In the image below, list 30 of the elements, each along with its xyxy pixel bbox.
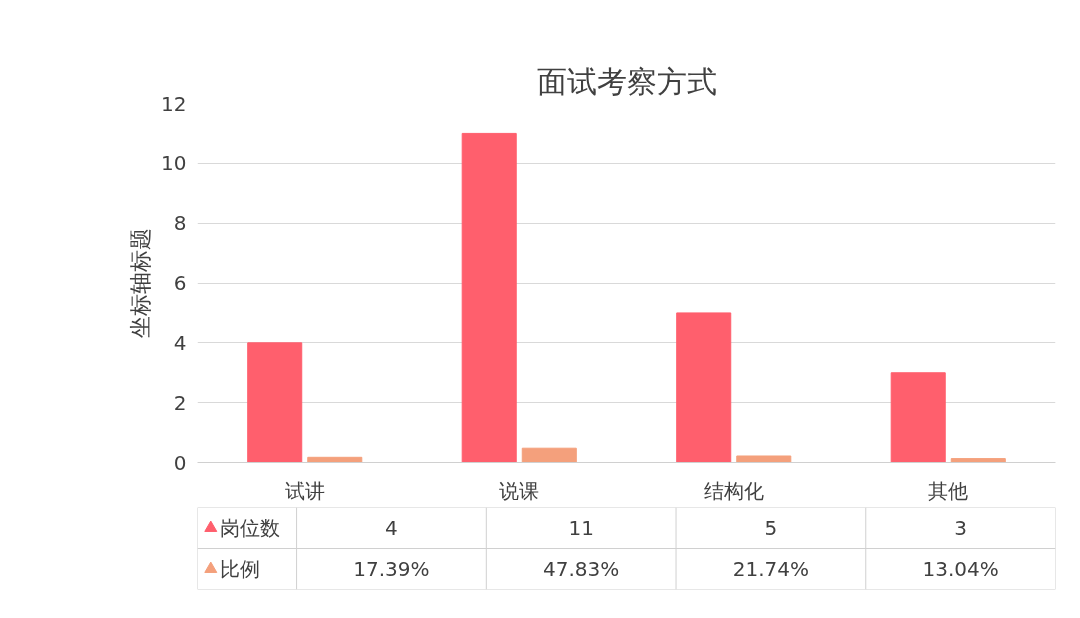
data-label: 3 [954, 516, 968, 540]
data-label: 47.83% [543, 557, 620, 581]
legend-label: 岗位数 [220, 516, 281, 540]
data-label: 17.39% [353, 557, 430, 581]
bar [736, 455, 792, 463]
y-tick-label: 10 [161, 151, 187, 176]
chart-title: 面试考察方式 [536, 63, 717, 99]
data-label: 5 [764, 516, 778, 540]
x-tick-label: 其他 [928, 478, 969, 503]
data-label: 4 [385, 516, 398, 540]
bar [890, 372, 946, 463]
bar [521, 447, 577, 463]
y-tick-label: 2 [173, 390, 187, 415]
data-label: 21.74% [732, 557, 810, 581]
y-tick-label: 6 [173, 271, 187, 295]
legend-label: 比例 [220, 557, 261, 581]
x-tick-label: 说课 [499, 478, 540, 503]
y-tick-label: 0 [173, 450, 187, 475]
x-tick-label: 结构化 [703, 478, 764, 503]
y-tick-label: 4 [173, 330, 187, 355]
y-tick-label: 12 [161, 91, 187, 116]
bar [461, 132, 517, 463]
data-label: 13.04% [922, 557, 999, 581]
bar [247, 342, 303, 463]
x-tick-label: 试讲 [284, 478, 325, 503]
bar [676, 312, 732, 463]
y-tick-label: 8 [173, 211, 187, 236]
data-label: 11 [568, 516, 594, 540]
y-axis-title: 坐标轴标题 [128, 228, 154, 338]
bar [950, 458, 1006, 463]
